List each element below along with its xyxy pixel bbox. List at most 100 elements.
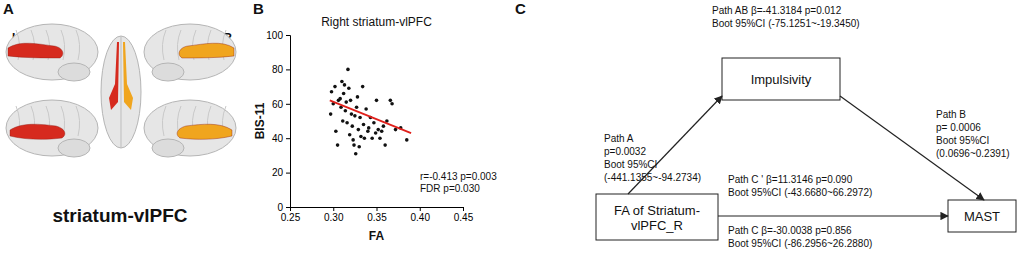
scatter-point xyxy=(340,80,344,84)
sulcus xyxy=(162,30,166,60)
scatter-point xyxy=(374,131,378,135)
brain-outline xyxy=(6,24,98,80)
annotation: FDR p=0.030 xyxy=(420,183,480,194)
path-stat: (0.0696~0.2391) xyxy=(936,148,1010,159)
scatter-point xyxy=(348,133,352,137)
path-stat: Path C ' β=11.3146 p=0.090 xyxy=(728,174,853,185)
sulcus xyxy=(76,106,80,136)
node-label: MAST xyxy=(964,209,1000,224)
scatter-point xyxy=(382,124,386,128)
tract xyxy=(177,124,232,139)
path-stat: p= 0.0006 xyxy=(936,122,981,133)
y-tick-mark xyxy=(286,207,290,208)
tract xyxy=(179,43,234,58)
scatter-point xyxy=(330,90,334,94)
node-label: vlPFC_R xyxy=(631,218,683,233)
scatter-point xyxy=(341,119,345,123)
y-tick: 60 xyxy=(272,99,290,110)
y-tick: 100 xyxy=(266,30,290,41)
y-tick-mark xyxy=(286,35,290,36)
scatter-point xyxy=(356,95,360,99)
y-tick-label: 100 xyxy=(266,30,283,41)
x-tick-label: 0.25 xyxy=(281,212,301,223)
cerebellum xyxy=(58,139,90,157)
y-tick: 40 xyxy=(272,133,290,144)
path-stat: p=0.0032 xyxy=(604,146,646,157)
x-tick: 0.40 xyxy=(411,207,431,223)
scatter-point xyxy=(370,136,374,140)
y-tick-label: 0 xyxy=(277,202,283,213)
scatter-point xyxy=(351,138,355,142)
sulcus xyxy=(162,106,166,136)
x-tick-mark xyxy=(463,207,464,211)
panel-label: C xyxy=(515,0,526,17)
x-tick: 0.25 xyxy=(281,207,301,223)
scatter-point xyxy=(329,112,333,116)
y-tick-mark xyxy=(286,173,290,174)
scatter-point xyxy=(359,135,363,139)
path-stat: Boot 95%CI (-75.1251~-19.3450) xyxy=(712,18,860,29)
scatter-point xyxy=(347,87,351,91)
plot-marks xyxy=(329,68,411,156)
scatter-point xyxy=(390,102,394,106)
scatter-point xyxy=(367,126,371,130)
scatter-point xyxy=(350,112,354,116)
path-stat: Path A xyxy=(604,133,634,144)
brain-view xyxy=(144,100,236,157)
node-box xyxy=(948,200,1016,232)
scatter-point xyxy=(357,145,361,149)
panel-label: A xyxy=(3,0,14,17)
path-stat: Path B xyxy=(936,109,966,120)
x-axis: 0.25 0.30 0.35 0.40 0.45 xyxy=(281,207,474,223)
scatter-point xyxy=(346,68,350,72)
scatter-point xyxy=(353,114,357,118)
x-tick: 0.30 xyxy=(324,207,344,223)
brain-outline xyxy=(101,36,141,148)
y-tick: 80 xyxy=(272,64,290,75)
brain-outline xyxy=(6,100,98,156)
scatter-point xyxy=(336,143,340,147)
scatter-point xyxy=(352,143,356,147)
scatter-point xyxy=(362,123,366,127)
tract xyxy=(8,43,63,58)
path-stat: Boot 95%CI xyxy=(936,135,989,146)
scatter-point xyxy=(357,128,361,132)
cerebellum xyxy=(58,63,90,81)
scatter-point xyxy=(361,85,365,89)
x-tick: 0.35 xyxy=(367,207,387,223)
scatter-point xyxy=(380,130,384,134)
node-label: Impulsivity xyxy=(751,72,812,87)
scatter-point xyxy=(344,100,348,104)
brain-view xyxy=(6,24,98,81)
scatter-point xyxy=(342,92,346,96)
path-arrow xyxy=(718,215,948,216)
brain-view xyxy=(144,24,236,81)
panel-b: B0.250.300.350.400.45020406080100Right s… xyxy=(253,0,497,243)
x-tick-mark xyxy=(420,207,421,211)
path-stat: Boot 95%CI xyxy=(604,159,657,170)
panel-a: ALRstriatum-vlPFC xyxy=(3,0,236,226)
path-stat: Path AB β=-41.3184 p=0.012 xyxy=(712,5,842,16)
y-tick: 20 xyxy=(272,167,290,178)
x-tick-label: 0.40 xyxy=(411,212,431,223)
sulcus xyxy=(76,30,80,60)
scatter-point xyxy=(355,105,359,109)
x-tick-label: 0.30 xyxy=(324,212,344,223)
scatter-point xyxy=(338,97,342,101)
scatter-point xyxy=(394,128,398,132)
x-tick: 0.45 xyxy=(454,207,474,223)
scatter-point xyxy=(383,143,387,147)
y-tick-label: 80 xyxy=(272,64,284,75)
scatter-point xyxy=(389,99,393,103)
scatter-point xyxy=(375,99,379,103)
scatter-point xyxy=(334,130,338,134)
brain-outline xyxy=(144,24,236,80)
scatter-point xyxy=(354,152,358,156)
scatter-point xyxy=(405,138,409,142)
scatter-point xyxy=(345,121,349,125)
scatter-point xyxy=(349,99,353,103)
panel-title: striatum-vlPFC xyxy=(52,205,187,226)
y-tick: 0 xyxy=(277,202,290,213)
scatter-point xyxy=(366,130,370,134)
scatter-point xyxy=(376,128,380,132)
